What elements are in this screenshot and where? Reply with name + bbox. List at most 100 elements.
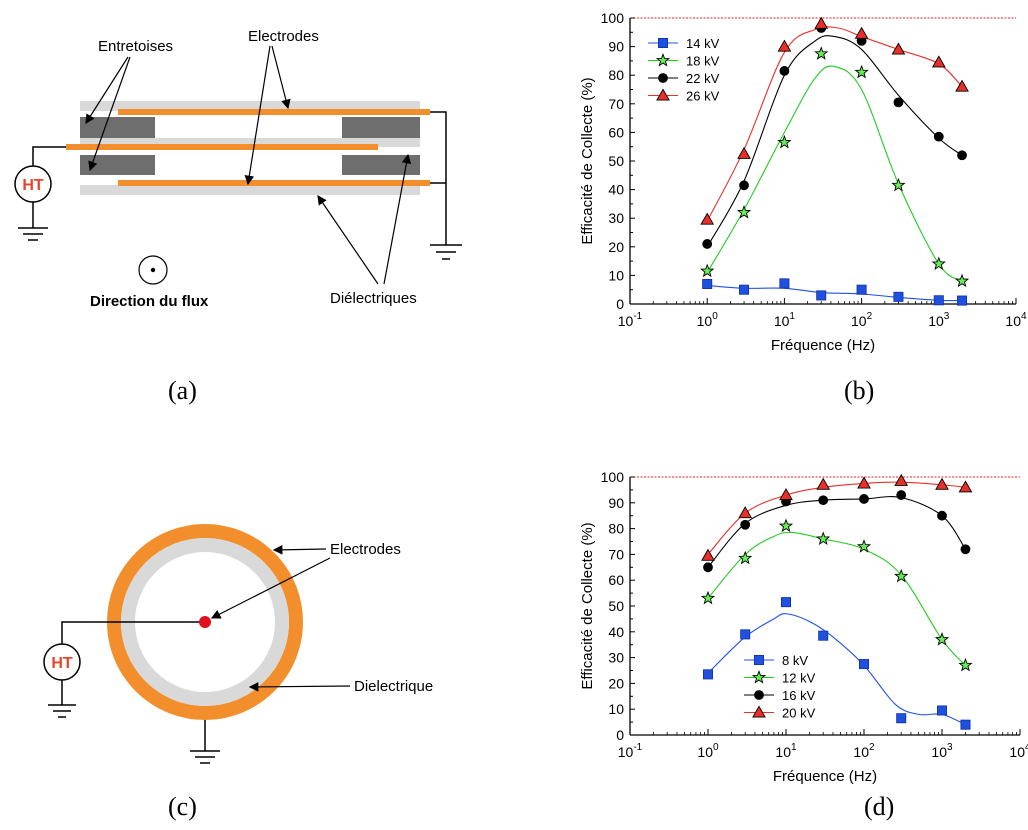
- ground-wire-right: [430, 111, 447, 245]
- legend-marker: [658, 38, 669, 49]
- series-line: [706, 35, 963, 248]
- data-point: [779, 278, 790, 289]
- data-point: [931, 55, 946, 68]
- chart-b: 0 10 20 30 40 50 60 70 80 90 100 10-1 100 101 102 103 10…: [579, 10, 1027, 354]
- legend-label: 20 kV: [782, 706, 816, 721]
- data-point: [702, 239, 713, 249]
- data-point: [702, 669, 713, 680]
- data-point: [854, 26, 869, 39]
- data-point: [958, 657, 973, 672]
- legend-label: 18 kV: [686, 54, 720, 69]
- y-tick-label: 80: [608, 521, 624, 537]
- caption-c: (c): [168, 792, 197, 821]
- data-point: [931, 256, 946, 271]
- data-point: [816, 531, 831, 545]
- y-tick-label: 80: [608, 67, 624, 83]
- y-tick-label: 100: [601, 10, 625, 26]
- legend-label: 12 kV: [782, 671, 816, 686]
- x-tick-label: 103: [931, 742, 953, 760]
- x-tick-label: 101: [775, 742, 797, 760]
- series-18-kv: [700, 46, 970, 288]
- x-axis-label: Fréquence (Hz): [771, 337, 875, 354]
- flow-direction-label: Direction du flux: [90, 293, 209, 310]
- dielectriques-label: Diélectriques: [330, 290, 417, 307]
- ground-symbol-c-bottom: [190, 750, 220, 764]
- series-line: [707, 531, 966, 666]
- data-point: [894, 568, 909, 583]
- data-point: [891, 177, 906, 192]
- legend-marker: [656, 88, 670, 101]
- data-point: [896, 713, 907, 724]
- caption-b: (b): [844, 376, 875, 405]
- y-tick-label: 10: [608, 701, 624, 717]
- data-point: [955, 79, 969, 92]
- data-point: [814, 16, 829, 29]
- ht-wire-c: [61, 621, 205, 644]
- legend-label: 26 kV: [686, 89, 720, 104]
- legend-marker: [655, 53, 671, 67]
- legend-entry: 8 kV: [744, 653, 808, 668]
- ground-symbol-left: [18, 227, 48, 241]
- data-point: [777, 39, 792, 52]
- series-20-kv: [701, 473, 973, 561]
- legend-label: 22 kV: [686, 71, 720, 86]
- y-axis-label: Efficacité de Collecte (%): [579, 522, 596, 689]
- ht-label: HT: [22, 177, 44, 194]
- spacer-bottom-right: [342, 155, 420, 175]
- y-tick-label: 90: [608, 39, 624, 55]
- data-point: [739, 284, 750, 295]
- legend-entry: 20 kV: [744, 705, 816, 721]
- y-tick-label: 0: [616, 296, 624, 312]
- y-tick-label: 60: [608, 124, 624, 140]
- x-tick-label: 101: [774, 311, 796, 329]
- x-tick-label: 103: [928, 311, 950, 329]
- data-point: [779, 66, 790, 76]
- data-point: [818, 495, 829, 506]
- series-line: [706, 65, 963, 282]
- y-tick-label: 70: [608, 96, 624, 112]
- data-point: [738, 506, 753, 519]
- legend-marker: [753, 654, 764, 665]
- ht-label-c: HT: [51, 655, 73, 672]
- legend-entry: 26 kV: [648, 88, 720, 104]
- data-point: [816, 477, 831, 490]
- data-point: [856, 284, 867, 295]
- x-tick-label: 100: [697, 311, 719, 329]
- data-point: [896, 490, 907, 500]
- x-tick-label: 104: [1009, 742, 1028, 760]
- dielectric-plate-middle: [80, 138, 420, 147]
- series-line: [706, 26, 963, 222]
- y-tick-label: 50: [608, 153, 624, 169]
- caption-a: (a): [168, 376, 197, 405]
- data-point: [856, 539, 872, 553]
- data-point: [954, 273, 970, 288]
- legend-marker: [658, 73, 668, 83]
- y-tick-label: 30: [608, 210, 624, 226]
- y-tick-label: 10: [608, 267, 624, 283]
- y-tick-label: 20: [608, 675, 624, 691]
- y-tick-label: 100: [601, 469, 625, 485]
- center-electrode: [199, 616, 211, 628]
- legend-entry: 18 kV: [648, 53, 720, 69]
- x-axis-label: Fréquence (Hz): [773, 768, 877, 785]
- legend-label: 8 kV: [782, 653, 808, 668]
- data-point: [740, 519, 751, 530]
- electrode-top: [118, 109, 430, 115]
- y-tick-label: 60: [608, 572, 624, 588]
- data-point: [933, 131, 944, 142]
- data-point: [937, 510, 947, 521]
- spacer-top-right: [342, 117, 420, 138]
- ground-symbol-right: [430, 244, 462, 260]
- x-tick-label: 10-1: [618, 742, 643, 760]
- x-tick-label: 100: [697, 742, 719, 760]
- y-tick-label: 50: [608, 598, 624, 614]
- data-point: [736, 204, 752, 219]
- y-tick-label: 30: [608, 650, 624, 666]
- electrodes-label: Electrodes: [248, 28, 319, 45]
- legend-label: 16 kV: [782, 688, 816, 703]
- data-point: [738, 550, 753, 565]
- data-point: [858, 659, 869, 670]
- data-point: [935, 477, 949, 490]
- series-26-kv: [700, 16, 969, 225]
- dielectric-plate-top: [80, 101, 420, 111]
